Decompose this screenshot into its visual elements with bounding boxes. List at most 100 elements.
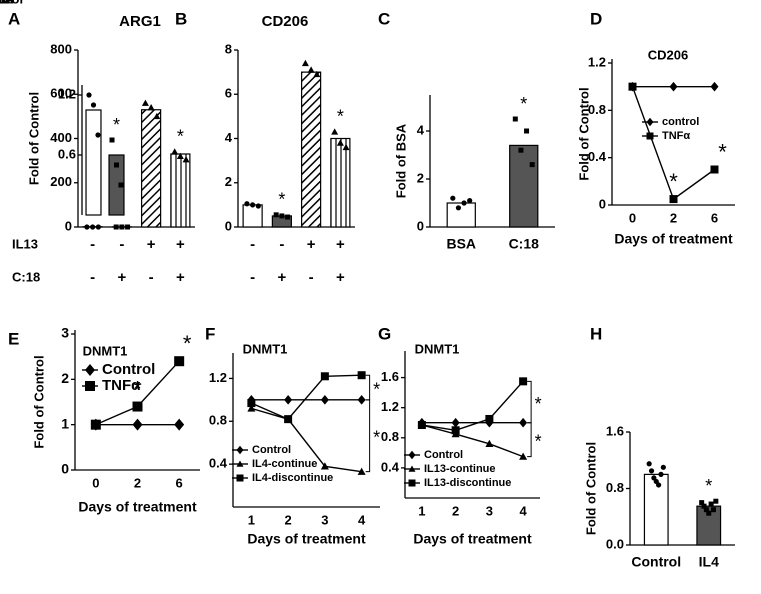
y-tick-label: 6 [225, 86, 232, 101]
bar [643, 473, 669, 546]
legend-label: IL13-continue [424, 463, 496, 475]
x-tick-label: 6 [711, 210, 718, 225]
condition-sign: - [90, 269, 95, 286]
condition-sign: + [176, 236, 185, 253]
y-tick-label: 1.2 [588, 54, 606, 69]
data-point [648, 468, 655, 474]
chart-title: ARG1 [119, 13, 161, 30]
marker [628, 82, 637, 91]
marker [176, 152, 184, 159]
legend-label: Control [102, 361, 155, 378]
y-axis-label: Fold of Control [576, 87, 591, 180]
legend-label: TNFα [102, 377, 141, 394]
marker [236, 445, 244, 455]
x-tick-label: 4 [520, 503, 528, 518]
y-axis-label: Fold of Control [583, 442, 598, 535]
marker [171, 148, 179, 155]
marker [357, 467, 366, 475]
chart-title: DNMT1 [415, 341, 460, 356]
y-tick-label: 0.0 [606, 536, 624, 551]
marker [247, 399, 256, 408]
y-tick-label: 200 [50, 174, 72, 189]
lane-label: BSA [0, 0, 14, 6]
y-axis-label: Fold of BSA [393, 123, 408, 198]
marker [646, 117, 654, 127]
y-tick-label: 800 [50, 41, 72, 56]
y-tick-label: 0.8 [588, 102, 606, 117]
condition-sign: + [277, 269, 286, 286]
x-tick-label: Control [631, 554, 681, 570]
condition-sign: + [176, 269, 185, 286]
marker [284, 395, 293, 405]
condition-sign: - [250, 269, 255, 286]
panel-letter: E [8, 329, 19, 348]
y-tick-label: 1 [61, 415, 69, 431]
bar [141, 109, 162, 228]
data-point [113, 224, 119, 230]
x-tick-label: 0 [92, 475, 99, 490]
data-point [118, 182, 124, 188]
significance-mark: * [373, 379, 380, 399]
x-tick-label: 3 [321, 512, 328, 527]
marker [313, 70, 321, 78]
significance-mark: * [669, 169, 678, 194]
marker [85, 381, 95, 391]
marker [307, 66, 315, 73]
x-tick-label: 2 [134, 475, 141, 490]
data-point [658, 471, 664, 477]
significance-mark: * [535, 431, 542, 451]
bar [170, 153, 191, 228]
bar [301, 71, 322, 228]
data-point [125, 224, 131, 230]
series-line [421, 380, 524, 431]
marker [342, 143, 350, 151]
data-point [699, 500, 705, 506]
bar [108, 154, 125, 216]
marker [336, 139, 344, 146]
marker [646, 132, 654, 140]
marker [408, 479, 416, 487]
condition-sign: - [149, 269, 154, 286]
x-tick-label: 6 [176, 475, 183, 490]
x-axis-label: Days of treatment [247, 531, 366, 547]
data-point [95, 224, 101, 230]
data-point [90, 224, 96, 230]
condition-sign: - [279, 236, 284, 253]
marker [710, 81, 719, 92]
data-point [273, 212, 279, 218]
marker [132, 401, 143, 412]
x-tick-label: 0 [629, 210, 636, 225]
marker [174, 418, 185, 431]
panel-letter: F [205, 324, 215, 343]
significance-mark: * [520, 94, 527, 114]
significance-mark: * [535, 394, 542, 414]
panel-letter: G [378, 324, 391, 343]
lane-label: IL4 [0, 0, 10, 6]
marker [236, 474, 244, 482]
marker [182, 156, 190, 163]
data-point [455, 205, 462, 211]
significance-mark: * [705, 476, 712, 496]
y-tick-label: 0 [61, 461, 69, 477]
data-point [656, 482, 662, 488]
marker [408, 450, 416, 460]
data-point [450, 195, 456, 201]
legend-label: TNFα [662, 130, 690, 142]
condition-label: C:18 [12, 269, 40, 284]
bar [509, 144, 539, 228]
bracket [365, 374, 371, 401]
condition-sign: - [250, 236, 255, 253]
panel-letter: D [590, 9, 602, 28]
marker [357, 395, 366, 405]
x-tick-label: 1 [248, 512, 255, 527]
y-tick-label: 4 [417, 122, 425, 137]
x-axis-label: Days of treatment [78, 499, 197, 515]
bracket [527, 422, 532, 458]
data-point [255, 203, 261, 209]
data-point [660, 464, 666, 470]
bar [446, 202, 476, 228]
y-tick-label: 2 [417, 170, 424, 185]
data-point [244, 201, 250, 207]
data-point [524, 128, 530, 134]
y-tick-label: 8 [225, 41, 232, 56]
